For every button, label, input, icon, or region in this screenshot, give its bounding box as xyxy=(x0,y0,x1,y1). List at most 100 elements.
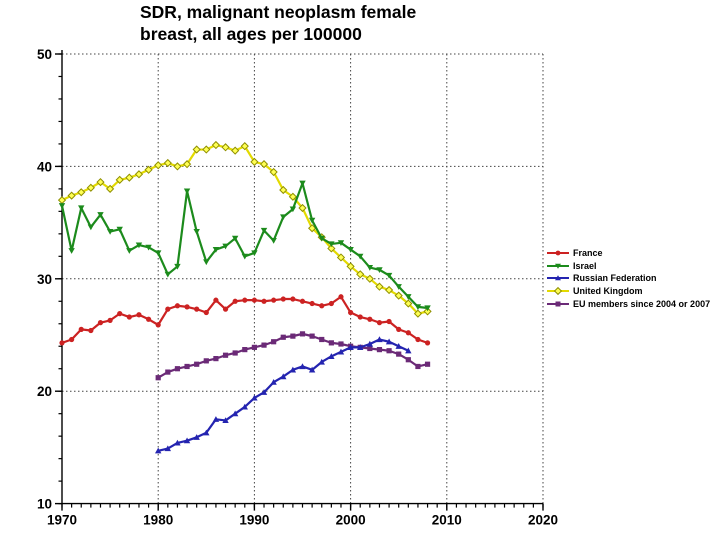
marker-triangle-up xyxy=(405,347,412,354)
marker-circle xyxy=(367,316,373,322)
legend-swatch-triangle-down-icon xyxy=(547,263,569,269)
marker-circle xyxy=(251,297,257,303)
marker-circle xyxy=(184,304,190,310)
marker-triangle-up xyxy=(231,410,239,417)
marker-triangle-up xyxy=(212,416,220,422)
marker-triangle-up xyxy=(318,358,325,365)
y-tick-label: 50 xyxy=(37,47,52,62)
marker-triangle-up xyxy=(289,366,297,373)
marker-circle xyxy=(194,306,200,312)
marker-triangle-up xyxy=(308,366,316,373)
marker-triangle-down xyxy=(241,253,248,260)
marker-diamond xyxy=(96,178,105,187)
x-tick-label: 2020 xyxy=(528,513,558,528)
marker-circle xyxy=(424,340,431,346)
marker-triangle-down xyxy=(299,180,306,187)
marker-circle xyxy=(213,297,219,303)
marker-square xyxy=(367,345,373,352)
y-tick-label: 40 xyxy=(37,159,52,174)
marker-square xyxy=(261,342,267,348)
marker-diamond xyxy=(115,175,124,184)
marker-triangle-down xyxy=(385,272,393,279)
marker-triangle-down xyxy=(260,227,268,234)
marker-triangle-down xyxy=(270,237,277,244)
legend-swatch-diamond-open-icon xyxy=(547,286,569,296)
marker-triangle-down xyxy=(164,271,172,278)
marker-triangle-down xyxy=(357,253,364,260)
chart-title-line2: breast, all ages per 100000 xyxy=(140,23,362,44)
marker-triangle-up xyxy=(251,394,258,401)
marker-triangle-down xyxy=(97,212,104,218)
marker-triangle-down xyxy=(414,304,422,311)
marker-triangle-up xyxy=(155,447,162,454)
legend-item: Russian Federation xyxy=(546,272,710,285)
marker-square xyxy=(203,358,209,364)
marker-square xyxy=(194,361,200,367)
marker-square xyxy=(424,361,431,367)
marker-diamond xyxy=(288,192,297,201)
marker-diamond xyxy=(356,270,365,279)
marker-square xyxy=(290,333,296,339)
marker-circle xyxy=(415,336,421,343)
marker-circle xyxy=(88,327,94,334)
legend-marker-icon xyxy=(555,263,561,269)
chart-title-line1: SDR, malignant neoplasm female xyxy=(140,2,417,22)
marker-diamond xyxy=(413,309,423,318)
legend-label: United Kingdom xyxy=(573,286,643,297)
chart-legend: France Israel Russian Federation United Kin… xyxy=(546,247,710,310)
marker-circle xyxy=(338,294,344,300)
marker-triangle-up xyxy=(193,434,200,440)
marker-triangle-down xyxy=(347,246,354,253)
marker-triangle-down xyxy=(366,264,374,271)
marker-triangle-down xyxy=(328,241,335,248)
marker-triangle-down xyxy=(174,263,181,270)
legend-label: France xyxy=(573,248,603,259)
legend-label: Israel xyxy=(573,260,597,271)
marker-circle xyxy=(126,314,132,320)
x-tick-label: 1990 xyxy=(239,513,269,528)
marker-triangle-down xyxy=(308,217,316,224)
marker-triangle-down xyxy=(68,248,75,254)
y-tick-label: 20 xyxy=(37,384,52,399)
marker-diamond xyxy=(192,145,201,154)
marker-circle xyxy=(328,300,334,307)
marker-square xyxy=(242,347,248,353)
marker-triangle-up xyxy=(385,338,393,345)
marker-circle xyxy=(376,320,383,326)
marker-diamond xyxy=(384,285,394,295)
marker-circle xyxy=(78,326,84,332)
marker-triangle-down xyxy=(203,259,210,266)
marker-square xyxy=(213,356,219,362)
legend-label: EU members since 2004 or 2007 xyxy=(573,298,711,309)
marker-square xyxy=(415,363,421,370)
marker-triangle-up xyxy=(299,363,306,370)
marker-triangle-down xyxy=(183,188,191,195)
marker-circle xyxy=(107,317,113,323)
marker-diamond xyxy=(77,188,86,197)
series-line-france xyxy=(60,295,429,344)
marker-square xyxy=(251,344,257,350)
marker-triangle-up xyxy=(174,439,181,446)
marker-triangle-up xyxy=(366,340,374,347)
x-tick-label: 1980 xyxy=(143,513,173,528)
marker-triangle-up xyxy=(376,336,383,343)
marker-diamond xyxy=(211,140,221,150)
marker-circle xyxy=(309,300,315,307)
marker-triangle-up xyxy=(164,445,172,452)
legend-label: Russian Federation xyxy=(573,273,657,284)
marker-triangle-down xyxy=(78,205,85,212)
y-tick-label: 10 xyxy=(37,497,52,512)
marker-diamond xyxy=(240,142,249,151)
legend-swatch-circle-icon xyxy=(547,250,569,256)
marker-triangle-up xyxy=(357,344,364,350)
marker-triangle-down xyxy=(395,284,402,290)
marker-square xyxy=(232,350,238,356)
marker-triangle-down xyxy=(155,250,162,257)
marker-diamond xyxy=(134,170,144,179)
marker-circle xyxy=(405,330,411,336)
marker-circle xyxy=(396,326,402,332)
marker-circle xyxy=(232,298,238,304)
chart-title: SDR, malignant neoplasm female breast, al… xyxy=(140,2,416,46)
marker-circle xyxy=(97,320,104,326)
marker-diamond xyxy=(182,160,192,169)
